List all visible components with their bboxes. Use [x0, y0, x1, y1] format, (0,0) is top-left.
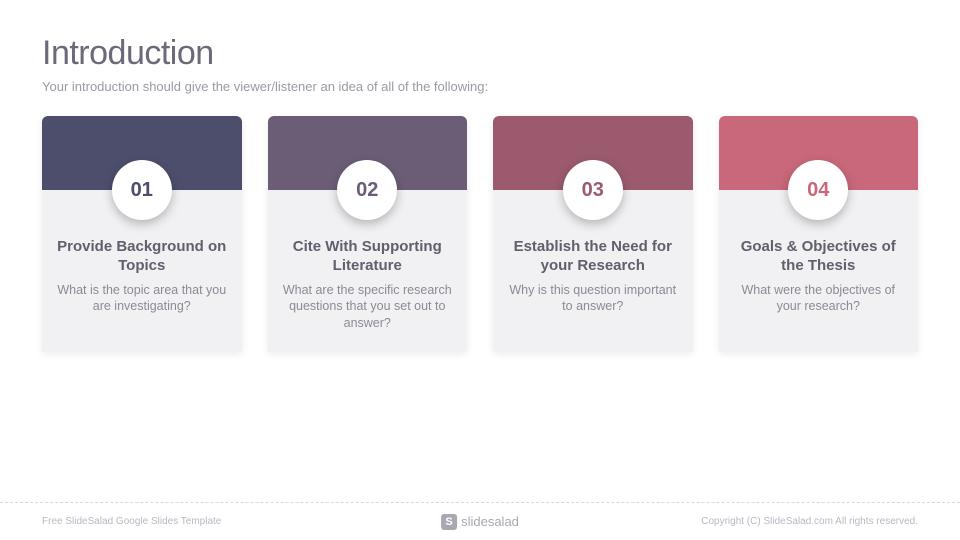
card-04: 04 Goals & Objectives of the Thesis What… — [719, 116, 919, 352]
card-desc: What is the topic area that you are inve… — [56, 282, 228, 316]
footer-left-text: Free SlideSalad Google Slides Template — [42, 516, 221, 527]
header: Introduction Your introduction should gi… — [0, 0, 960, 94]
card-number: 03 — [582, 179, 604, 202]
card-number: 04 — [807, 179, 829, 202]
footer-right-text: Copyright (C) SlideSalad.com All rights … — [701, 516, 918, 527]
card-heading: Provide Background on Topics — [56, 238, 228, 276]
card-number-badge: 03 — [563, 160, 623, 220]
card-number-badge: 01 — [112, 160, 172, 220]
card-desc: What are the specific research questions… — [282, 282, 454, 333]
card-02: 02 Cite With Supporting Literature What … — [268, 116, 468, 352]
card-number: 01 — [131, 179, 153, 202]
footer-brand: S slidesalad — [441, 514, 519, 530]
cards-row: 01 Provide Background on Topics What is … — [0, 94, 960, 352]
page-subtitle: Your introduction should give the viewer… — [42, 79, 918, 94]
card-03: 03 Establish the Need for your Research … — [493, 116, 693, 352]
card-heading: Goals & Objectives of the Thesis — [733, 238, 905, 276]
card-desc: Why is this question important to answer… — [507, 282, 679, 316]
card-number-badge: 02 — [337, 160, 397, 220]
page-title: Introduction — [42, 34, 918, 73]
card-number: 02 — [356, 179, 378, 202]
brand-logo-icon: S — [441, 514, 457, 530]
card-heading: Cite With Supporting Literature — [282, 238, 454, 276]
brand-text: slidesalad — [461, 514, 519, 529]
card-number-badge: 04 — [788, 160, 848, 220]
card-desc: What were the objectives of your researc… — [733, 282, 905, 316]
footer: Free SlideSalad Google Slides Template S… — [0, 502, 960, 540]
card-heading: Establish the Need for your Research — [507, 238, 679, 276]
card-01: 01 Provide Background on Topics What is … — [42, 116, 242, 352]
